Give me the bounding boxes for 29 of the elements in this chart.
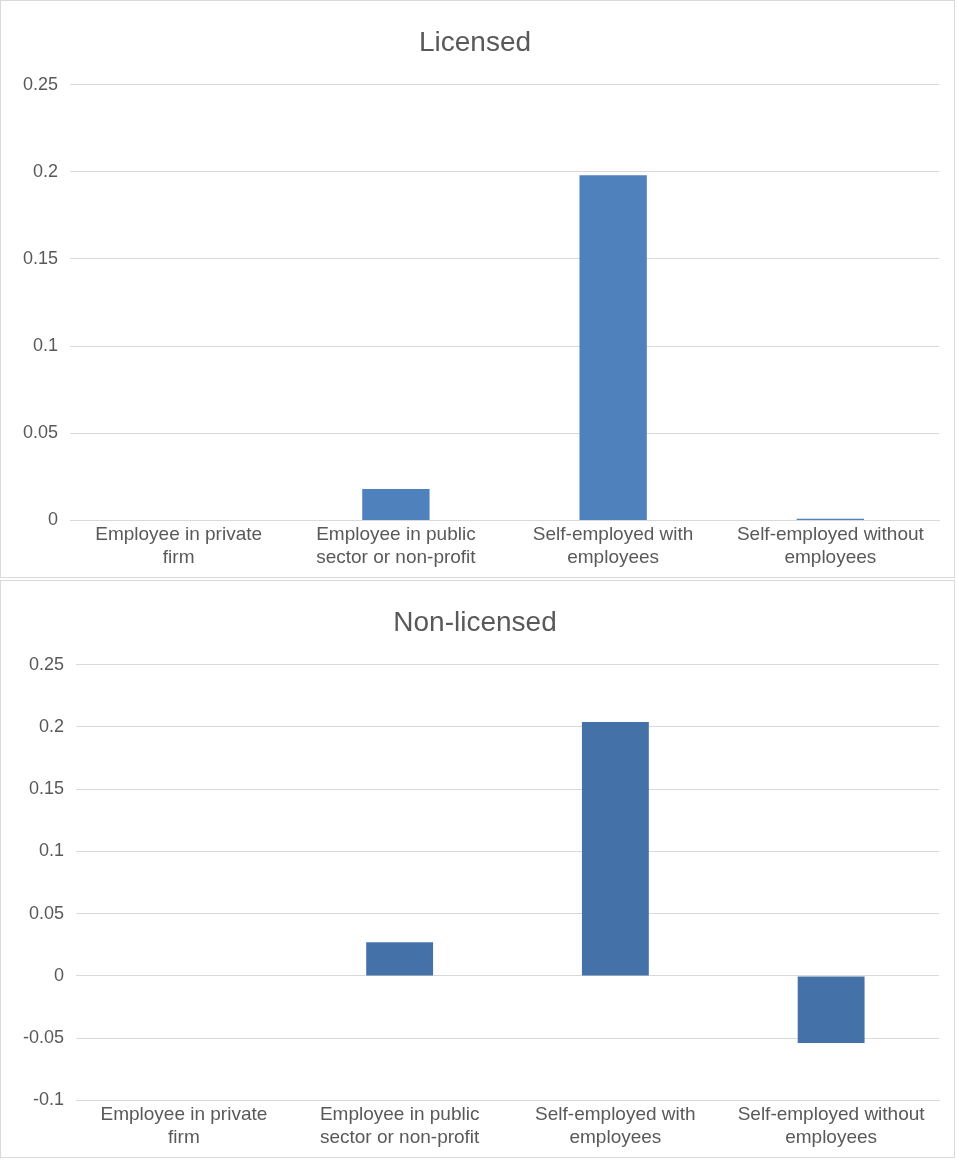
- y-tick-label: 0.25: [28, 653, 65, 674]
- y-tick-label: 0.05: [28, 902, 65, 923]
- y-tick-label: 0: [48, 509, 59, 530]
- y-tick-label: 0.15: [28, 778, 65, 799]
- bar: [366, 942, 434, 976]
- y-tick-label: 0.2: [39, 715, 65, 736]
- chart-title: Non-licensed: [393, 605, 557, 637]
- y-tick-label: -0.05: [23, 1027, 65, 1048]
- y-tick-label: 0.2: [33, 160, 59, 181]
- chart-title: Licensed: [418, 25, 532, 57]
- y-tick-label: 0.1: [33, 335, 59, 356]
- x-tick-label: Self-employed with employees: [535, 1103, 696, 1147]
- x-tick-label: Employee in private firm: [100, 1103, 268, 1147]
- x-tick-label: Employee in private firm: [95, 523, 263, 567]
- x-tick-label: Self-employed with employees: [532, 523, 694, 567]
- bar: [579, 175, 647, 520]
- bar: [797, 976, 865, 1044]
- x-tick-label: Self-employed without employees: [736, 523, 925, 567]
- x-tick-label: Self-employed without employees: [737, 1103, 926, 1147]
- y-tick-label: 0.05: [22, 422, 59, 443]
- bar: [581, 721, 649, 976]
- y-tick-label: 0.1: [39, 840, 65, 861]
- x-tick-label: Employee in public sector or non-profit: [316, 523, 477, 567]
- y-tick-label: 0.25: [22, 73, 59, 94]
- y-tick-label: 0.15: [22, 247, 59, 268]
- x-tick-label: Employee in public sector or non-profit: [319, 1103, 481, 1147]
- bar: [362, 489, 430, 520]
- y-tick-label: 0: [54, 964, 65, 985]
- y-tick-label: -0.1: [33, 1089, 65, 1110]
